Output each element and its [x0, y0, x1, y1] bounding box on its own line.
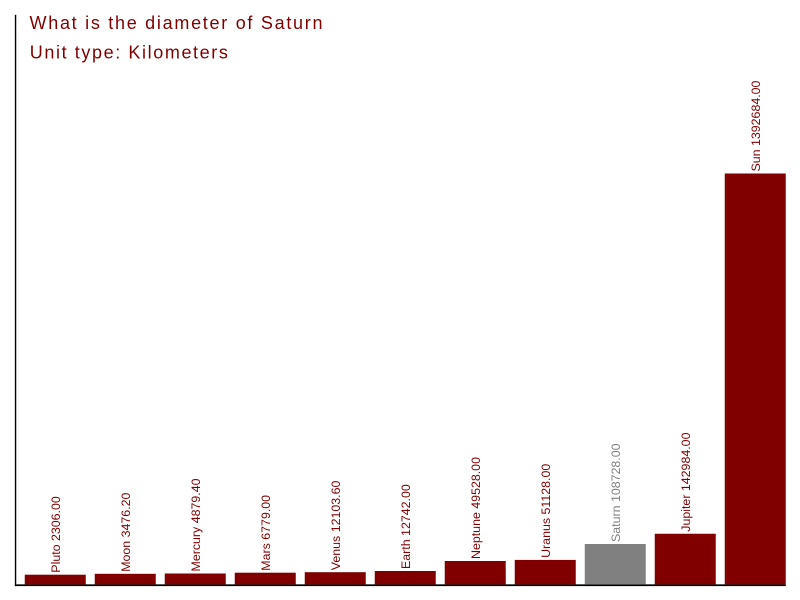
svg-text:Pluto 2306.00: Pluto 2306.00 [49, 496, 63, 573]
svg-text:Mars 6779.00: Mars 6779.00 [259, 495, 273, 571]
svg-text:Saturn 108728.00: Saturn 108728.00 [609, 443, 623, 542]
svg-text:Sun 1392684.00: Sun 1392684.00 [749, 80, 763, 171]
svg-text:Neptune 49528.00: Neptune 49528.00 [469, 457, 483, 559]
svg-text:Jupiter 142984.00: Jupiter 142984.00 [679, 432, 693, 531]
svg-text:Unit type: Kilometers: Unit type: Kilometers [30, 42, 230, 62]
svg-text:Venus 12103.60: Venus 12103.60 [329, 481, 343, 571]
svg-text:Earth 12742.00: Earth 12742.00 [399, 484, 413, 569]
svg-text:What is the diameter of Saturn: What is the diameter of Saturn [30, 13, 325, 33]
svg-text:Mercury 4879.40: Mercury 4879.40 [189, 478, 203, 571]
svg-text:Moon 3476.20: Moon 3476.20 [119, 492, 133, 571]
svg-text:Uranus 51128.00: Uranus 51128.00 [539, 464, 553, 558]
